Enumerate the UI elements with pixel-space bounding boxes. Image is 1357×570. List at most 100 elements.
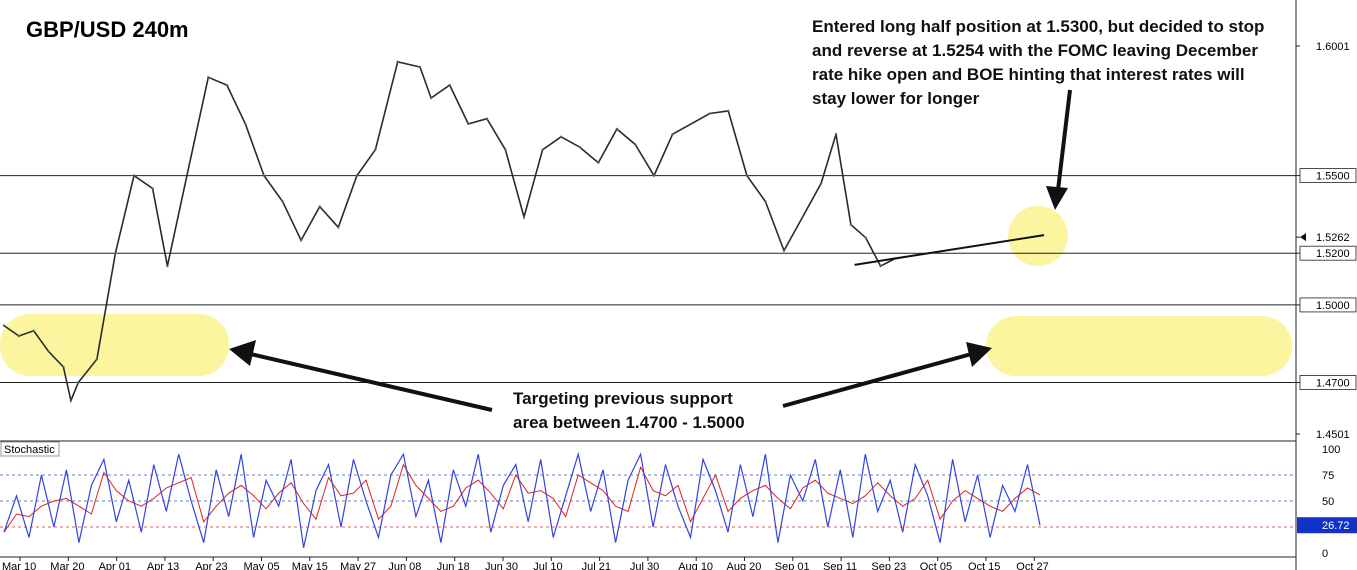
price-point [188,161,191,164]
time-tick-label: Apr 13 [147,561,179,570]
time-tick-label: Jun 18 [437,561,470,570]
time-tick-label: Jun 08 [388,561,421,570]
price-tick-label: 1.4501 [1316,429,1350,441]
time-tick-label: Oct 05 [920,561,952,570]
price-point [504,148,507,151]
top-note: Entered long half position at 1.5300, bu… [812,17,1264,108]
price-point [114,252,117,255]
price-point [62,365,65,369]
price-point [727,109,730,113]
price-point [69,399,73,402]
time-tick-label: Sep 01 [775,561,810,570]
stoch-tick-label: 100 [1322,444,1340,456]
stochastic-title: Stochastic [4,444,55,456]
time-tick-label: May 27 [340,561,376,570]
price-point [448,83,451,87]
stoch-tick-label: 75 [1322,470,1334,482]
bottom-note: Targeting previous support area between … [513,389,745,432]
price-point [132,174,136,177]
price-point [689,122,693,126]
price-point [864,236,867,239]
price-tick-label: 1.5500 [1316,171,1350,183]
support-zone-left [0,314,229,376]
time-tick-label: Jul 30 [630,561,659,570]
price-point [281,200,284,203]
chart-title: GBP/USD 240m [26,17,189,42]
time-tick-label: Apr 23 [195,561,227,570]
price-point [671,133,674,136]
time-tick-label: Aug 20 [727,561,762,570]
price-point [541,148,544,151]
price-point [95,358,99,361]
price-point [879,264,882,268]
price-point [337,226,340,229]
price-point [166,264,169,268]
price-point [801,215,804,219]
top-note-line: stay lower for longer [812,89,980,108]
stoch-tick-label: 50 [1322,496,1334,508]
arrow-entry-head [1046,186,1068,210]
price-point [708,112,711,115]
price-point [355,174,359,177]
time-tick-label: Jun 30 [485,561,518,570]
time-tick-label: May 05 [244,561,280,570]
price-point [849,223,853,226]
time-tick-label: Jul 21 [582,561,611,570]
price-point [396,60,399,63]
price-level-box [1299,245,1357,261]
top-note-line: and reverse at 1.5254 with the FOMC leav… [812,41,1258,60]
price-tick-label: 1.4700 [1316,378,1350,390]
price-point [418,65,422,69]
price-point [467,122,470,126]
price-tick-label: 1.5200 [1316,248,1350,260]
price-point [764,200,767,203]
stoch-tick-label: 0 [1322,548,1328,560]
time-tick-label: Jul 10 [533,561,562,570]
bottom-note-line: Targeting previous support [513,389,733,408]
price-tick-label: 1.5000 [1316,300,1350,312]
stochastic-label-box [0,441,60,457]
support-trendline [854,234,1045,266]
price-point [429,96,433,100]
time-tick-label: Oct 15 [968,561,1000,570]
price-point [151,187,154,190]
price-point [47,350,50,353]
price-point [615,127,619,131]
time-tick-label: Sep 23 [871,561,906,570]
bottom-note-line: area between 1.4700 - 1.5000 [513,413,745,432]
price-point [374,148,377,151]
price-point [77,381,80,384]
top-note-line: Entered long half position at 1.5300, bu… [812,17,1264,36]
time-tick-label: Oct 27 [1016,561,1048,570]
price-level-box [1299,375,1357,390]
price-point [559,135,563,138]
arrow-left-head [229,340,256,366]
arrow-left-shaft [245,351,493,412]
price-point [262,174,266,177]
price-point [522,215,526,219]
price-point [834,133,838,136]
price-point [819,182,823,185]
time-tick-label: Mar 10 [2,561,36,570]
price-point [244,122,247,126]
arrow-right-shaft [782,351,976,408]
price-point [782,249,786,252]
current-price-marker [1300,233,1306,242]
price-point [32,329,35,332]
price-point [318,205,321,208]
price-series-line [3,60,896,404]
price-point [207,76,210,79]
price-tick-label: 1.5262 [1316,232,1350,244]
arrow-entry-shaft [1056,89,1072,191]
price-level-box [1299,168,1357,183]
price-point [485,117,489,120]
price-point [652,174,656,177]
price-point [2,324,6,327]
arrow-right-head [966,342,992,367]
stoch-current-box [1297,517,1357,534]
time-tick-label: Apr 01 [99,561,131,570]
stoch-k-line [3,451,1041,548]
time-tick-label: Aug 10 [678,561,713,570]
time-tick-label: Sep 11 [823,561,857,570]
